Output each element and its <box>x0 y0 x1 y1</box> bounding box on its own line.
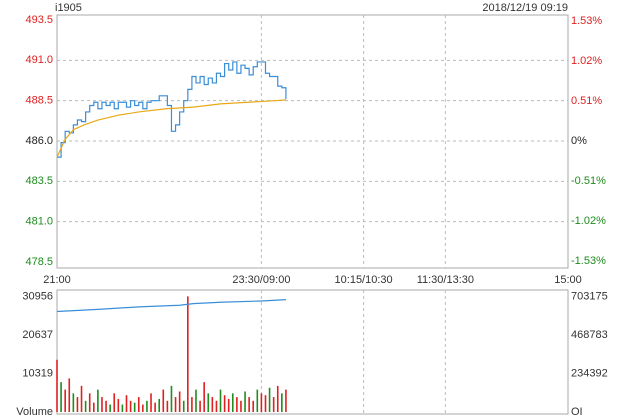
volume-bar <box>84 400 87 412</box>
x-tick-label: 11:30/13:30 <box>417 274 474 286</box>
symbol: i1905 <box>55 2 82 14</box>
volume-bar <box>113 393 116 412</box>
volume-bar <box>125 395 128 412</box>
volume-bar <box>191 397 193 412</box>
volume-bar <box>227 398 230 412</box>
volume-bar <box>219 389 222 412</box>
volume-bar <box>174 397 177 412</box>
volume-bar <box>166 400 169 412</box>
y-tick-label: 488.5 <box>25 95 53 107</box>
y-tick-label: 20637 <box>22 329 53 341</box>
volume-bar <box>129 400 132 412</box>
y2-tick-label: 234392 <box>571 367 608 379</box>
x-tick-label: 10:15/10:30 <box>335 274 393 286</box>
volume-bar <box>260 393 263 412</box>
volume-bar <box>146 400 148 412</box>
volume-bar <box>60 382 62 412</box>
x-tick-label: 21:00 <box>43 274 71 286</box>
x-tick-label: 15:00 <box>554 274 582 286</box>
volume-bar <box>154 402 156 412</box>
volume-bar <box>68 378 71 412</box>
y-tick-label: 491.0 <box>25 54 53 66</box>
volume-bar <box>236 397 238 412</box>
y2-tick-label: OI <box>571 406 583 418</box>
volume-bar <box>105 400 107 412</box>
volume-bar <box>223 395 226 412</box>
y-tick-label: 10319 <box>22 367 53 379</box>
y-tick-label: 478.5 <box>25 256 53 268</box>
volume-bar <box>268 387 271 412</box>
volume-bar <box>211 397 214 412</box>
series-line <box>56 299 286 313</box>
volume-bar <box>281 393 283 412</box>
volume-bar <box>199 400 201 412</box>
volume-bar <box>264 395 267 412</box>
y2-tick-label: 1.02% <box>571 55 602 67</box>
volume-bar <box>88 393 91 412</box>
volume-bar <box>64 389 66 412</box>
y-tick-label: Volume <box>16 406 53 418</box>
y2-tick-label: 0% <box>571 135 587 147</box>
volume-bar <box>56 359 58 412</box>
volume-bar <box>72 393 75 412</box>
y-tick-label: 481.0 <box>25 216 53 228</box>
y-tick-label: 493.5 <box>25 14 53 26</box>
volume-bar <box>142 404 144 412</box>
y-tick-label: 30956 <box>22 290 53 302</box>
volume-bar <box>195 389 197 412</box>
volume-bar <box>244 391 246 412</box>
volume-bar <box>178 391 181 412</box>
series-line <box>56 99 286 158</box>
volume-bar <box>121 404 124 412</box>
volume-bar <box>256 389 259 412</box>
y2-tick-label: 703175 <box>571 290 608 302</box>
volume-bar <box>101 397 103 412</box>
volume-bar <box>285 389 287 412</box>
volume-bar <box>137 397 140 412</box>
volume-bar <box>215 400 218 412</box>
volume-bar <box>162 389 165 412</box>
volume-bar <box>203 382 205 412</box>
series-line <box>57 61 287 158</box>
volume-bar <box>133 402 136 412</box>
volume-bar <box>187 296 189 412</box>
volume-bar <box>252 400 255 412</box>
volume-bar <box>92 402 95 412</box>
x-tick-label: 23:30/09:00 <box>232 274 290 286</box>
y2-tick-label: -0.51% <box>571 175 606 187</box>
y2-tick-label: 1.53% <box>571 15 602 27</box>
volume-bar <box>117 398 120 412</box>
volume-bar <box>109 404 111 412</box>
y-tick-label: 486.0 <box>25 135 53 147</box>
volume-bar <box>80 385 83 412</box>
volume-bar <box>276 385 279 412</box>
volume-bar <box>170 385 173 412</box>
volume-bar <box>248 397 250 412</box>
y2-tick-label: -1.53% <box>571 255 606 267</box>
datetime: 2018/12/19 09:19 <box>482 2 568 14</box>
y2-tick-label: 0.51% <box>571 95 602 107</box>
volume-bar <box>97 389 99 412</box>
volume-bar <box>158 398 160 412</box>
y-tick-label: 483.5 <box>25 175 53 187</box>
volume-bar <box>231 393 234 412</box>
volume-bar <box>150 393 152 412</box>
volume-bar <box>207 393 210 412</box>
volume-bar <box>182 400 185 412</box>
volume-bar <box>272 397 275 412</box>
y2-tick-label: -1.02% <box>571 215 606 227</box>
volume-bar <box>76 397 79 412</box>
volume-frame <box>56 289 569 415</box>
y2-tick-label: 468783 <box>571 329 608 341</box>
volume-bar <box>240 400 242 412</box>
